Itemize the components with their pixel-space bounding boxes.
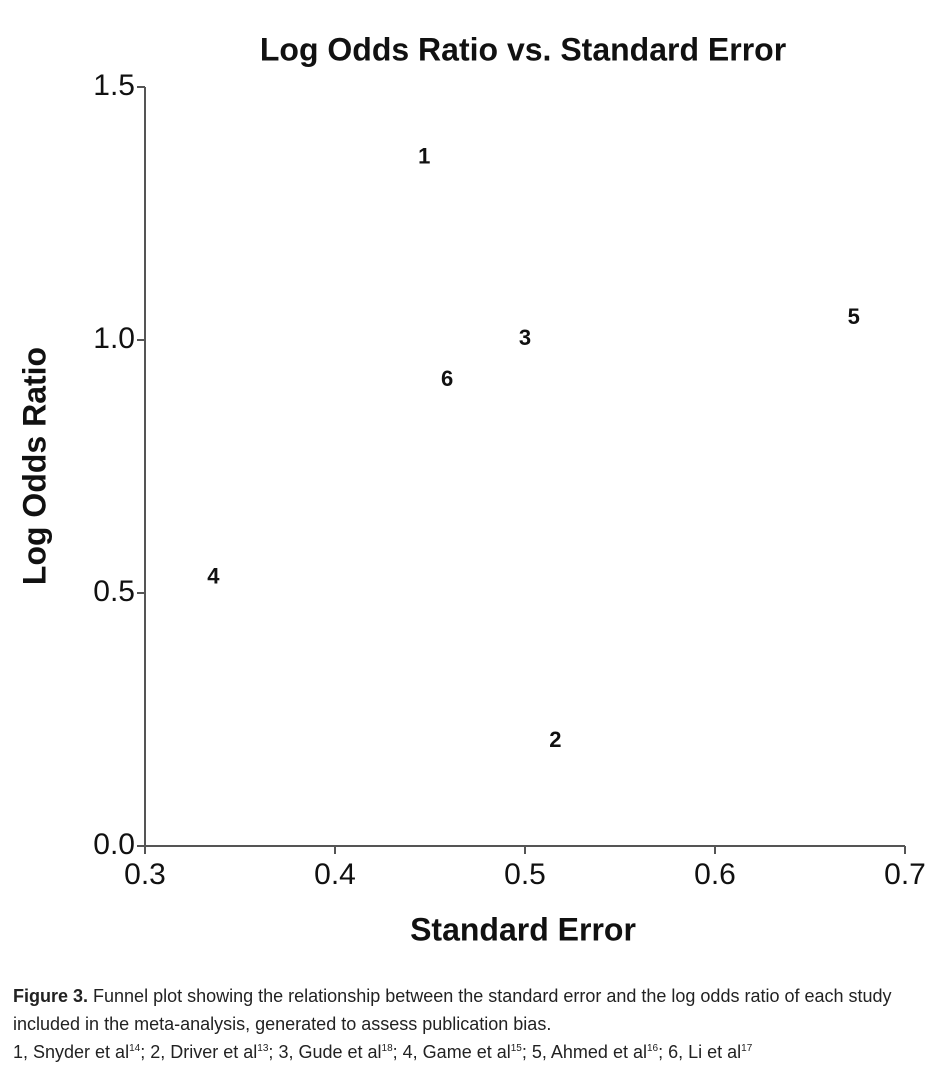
x-tick-label: 0.5 xyxy=(504,858,546,891)
ref-sep: ; xyxy=(521,1042,527,1062)
chart: Log Odds Ratio vs. Standard Error Standa… xyxy=(16,31,926,947)
ref-text: 1, Snyder et al xyxy=(13,1042,130,1062)
ref-sep: ; xyxy=(268,1042,274,1062)
y-tick-label: 1.0 xyxy=(93,322,135,355)
x-axis-label: Standard Error xyxy=(410,911,636,947)
point-label: 2 xyxy=(549,727,561,752)
ref-text: 4, Game et al xyxy=(402,1042,511,1062)
ref-sup: 15 xyxy=(510,1043,522,1054)
ref-sup: 18 xyxy=(381,1043,393,1054)
x-tick-label: 0.4 xyxy=(314,858,356,891)
y-tick-label: 1.5 xyxy=(93,69,135,102)
ref-sup: 16 xyxy=(646,1043,659,1054)
ref-sep: ; xyxy=(140,1042,146,1062)
caption-refs: 1, Snyder et al14; 2, Driver et al13; 3,… xyxy=(13,1038,938,1066)
ref-sep: ; xyxy=(658,1042,664,1062)
caption-main: Figure 3. Funnel plot showing the relati… xyxy=(13,982,938,1038)
ref-sup: 17 xyxy=(741,1043,753,1054)
point-label: 1 xyxy=(418,144,430,169)
point-label: 3 xyxy=(519,325,531,350)
caption-label: Figure 3. xyxy=(13,986,89,1006)
ref-text: 6, Li et al xyxy=(668,1042,742,1062)
ref-text: 5, Ahmed et al xyxy=(531,1042,647,1062)
ref-sep: ; xyxy=(392,1042,398,1062)
point-label: 5 xyxy=(848,304,860,329)
point-label: 4 xyxy=(207,564,220,589)
ref-text: 3, Gude et al xyxy=(278,1042,382,1062)
caption-text: Funnel plot showing the relationship bet… xyxy=(13,986,892,1034)
ref-sup: 13 xyxy=(257,1043,269,1054)
y-axis-label: Log Odds Ratio xyxy=(16,347,52,585)
ref-sup: 14 xyxy=(129,1043,141,1054)
point-label: 6 xyxy=(441,366,453,391)
caption: Figure 3. Funnel plot showing the relati… xyxy=(13,982,938,1066)
y-tick-label: 0.0 xyxy=(93,828,135,861)
ref-text: 2, Driver et al xyxy=(150,1042,258,1062)
y-tick-label: 0.5 xyxy=(93,575,135,608)
x-tick-label: 0.7 xyxy=(884,858,926,891)
x-tick-label: 0.6 xyxy=(694,858,736,891)
x-tick-label: 0.3 xyxy=(124,858,166,891)
chart-title: Log Odds Ratio vs. Standard Error xyxy=(260,31,786,67)
